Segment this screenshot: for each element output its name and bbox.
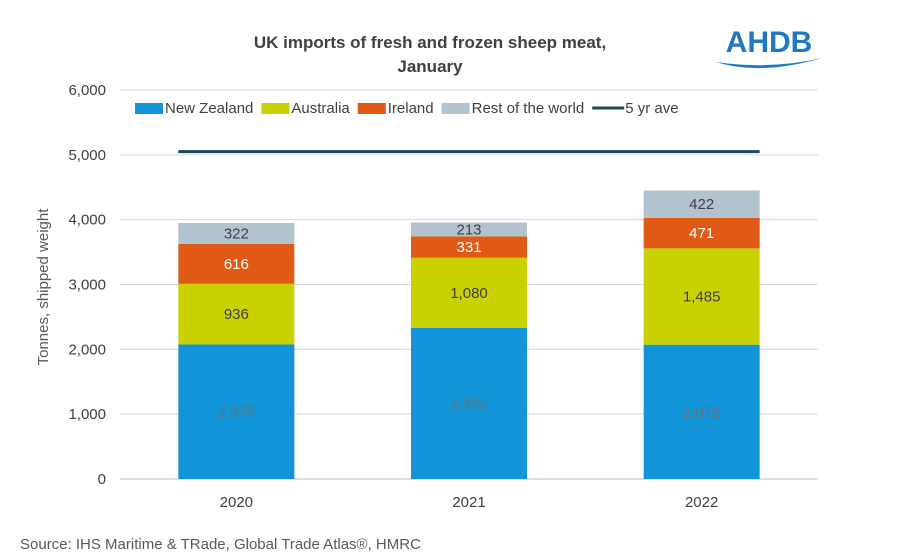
y-tick-label: 0 bbox=[98, 471, 106, 488]
data-label: 471 bbox=[689, 225, 714, 242]
bar-segment bbox=[411, 327, 527, 479]
bar-segment bbox=[411, 236, 527, 258]
legend-swatch bbox=[135, 103, 163, 114]
bar-segment bbox=[643, 217, 760, 249]
data-label: 616 bbox=[224, 256, 249, 273]
legend-label: Ireland bbox=[388, 100, 434, 117]
x-axis: 2020 2021 2022 bbox=[220, 494, 719, 511]
bar-segment bbox=[411, 257, 527, 328]
y-axis-label: Tonnes, shipped weight bbox=[35, 208, 52, 366]
legend-swatch bbox=[357, 103, 386, 114]
chart-subtitle: January bbox=[397, 57, 463, 76]
y-tick-label: 6,000 bbox=[68, 82, 106, 99]
logo-text: AHDB bbox=[726, 26, 813, 59]
legend: New Zealand Australia Ireland Rest of the w… bbox=[135, 100, 679, 117]
bar-segment bbox=[643, 344, 760, 479]
x-tick-label: 2022 bbox=[685, 494, 718, 511]
y-axis: 0 1,000 2,000 3,000 4,000 5,000 6,000 bbox=[68, 82, 106, 488]
bar-segment bbox=[178, 344, 295, 479]
data-label: 2,075 bbox=[218, 404, 256, 421]
chart-title: UK imports of fresh and frozen sheep mea… bbox=[254, 33, 606, 52]
legend-label: Australia bbox=[291, 100, 350, 117]
bar-segment bbox=[178, 283, 295, 345]
bar-segment bbox=[178, 222, 295, 244]
legend-label: Rest of the world bbox=[472, 100, 585, 117]
data-label: 331 bbox=[456, 239, 481, 256]
bar-segment bbox=[643, 190, 760, 218]
logo-swoosh bbox=[716, 58, 822, 69]
data-label: 1,080 bbox=[450, 285, 488, 302]
legend-swatch bbox=[261, 103, 290, 114]
y-tick-label: 1,000 bbox=[68, 406, 106, 423]
data-label: 422 bbox=[689, 196, 714, 213]
data-label: 1,485 bbox=[683, 289, 721, 306]
y-tick-label: 5,000 bbox=[68, 147, 106, 164]
y-tick-label: 4,000 bbox=[68, 212, 106, 229]
legend-swatch bbox=[441, 103, 470, 114]
bar-segment bbox=[643, 248, 760, 345]
legend-label: 5 yr ave bbox=[625, 100, 678, 117]
y-tick-label: 2,000 bbox=[68, 341, 106, 358]
legend-label: New Zealand bbox=[165, 100, 253, 117]
bar-segment bbox=[411, 222, 527, 237]
data-label: 2,332 bbox=[450, 395, 488, 412]
y-tick-label: 3,000 bbox=[68, 277, 106, 294]
x-tick-label: 2020 bbox=[220, 494, 253, 511]
bar-segment bbox=[178, 243, 295, 284]
data-label: 2,072 bbox=[683, 404, 721, 421]
data-label: 936 bbox=[224, 306, 249, 323]
data-label: 322 bbox=[224, 225, 249, 242]
data-label: 213 bbox=[456, 221, 481, 238]
x-tick-label: 2021 bbox=[452, 494, 485, 511]
source-note: Source: IHS Maritime & TRade, Global Tra… bbox=[20, 536, 421, 553]
ahdb-logo: AHDB bbox=[716, 26, 822, 69]
